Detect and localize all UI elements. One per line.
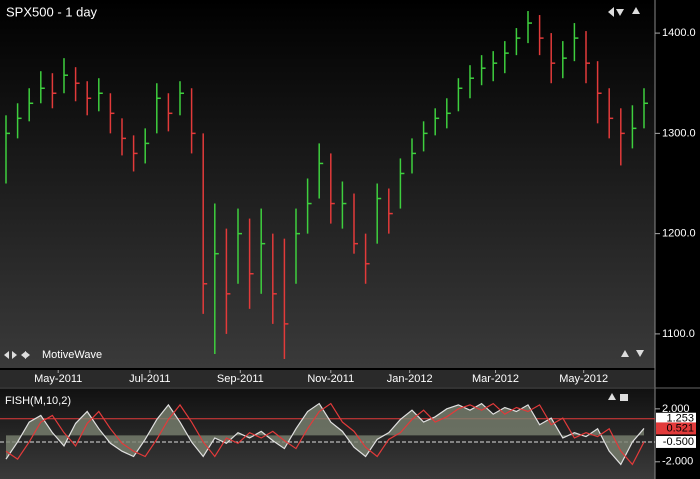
x-tick-label: May-2011	[34, 373, 82, 385]
indicator-title: FISH(M,10,2)	[5, 395, 71, 407]
value-box	[656, 422, 696, 435]
brand: MotiveWave	[42, 349, 102, 361]
x-tick-label: Mar-2012	[472, 373, 519, 385]
y-tick-label: 2.000	[662, 403, 690, 415]
nav-icons[interactable]	[4, 7, 644, 401]
series-area	[6, 403, 644, 465]
plots: 1100.0 1200.0 1300.0 1400.0 May-2011 Jul-2011…	[0, 11, 696, 468]
value-label: 1.253	[666, 413, 694, 425]
value-box	[656, 412, 696, 425]
series-line	[5, 402, 645, 466]
x-tick-label: Sep-2011	[217, 373, 264, 385]
x-axis-strip	[0, 370, 655, 387]
value-label: 0.521	[666, 422, 694, 434]
price-panel	[0, 0, 655, 368]
chart-title: SPX500 - 1 day	[6, 4, 98, 19]
y-tick-label: -2.000	[662, 456, 693, 468]
series-line	[5, 402, 645, 466]
x-tick-label: Jan-2012	[387, 373, 433, 385]
y-tick-label: 1300.0	[662, 127, 696, 139]
value-label: -0.500	[663, 436, 694, 448]
x-tick-label: Jul-2011	[129, 373, 170, 385]
y-tick-label: 1400.0	[662, 27, 696, 39]
x-tick-label: May-2012	[559, 373, 608, 385]
value-box	[656, 435, 696, 448]
y-tick-label: 1200.0	[662, 228, 696, 240]
y-tick-label: 1100.0	[662, 328, 695, 340]
x-tick-label: Nov-2011	[307, 373, 354, 385]
